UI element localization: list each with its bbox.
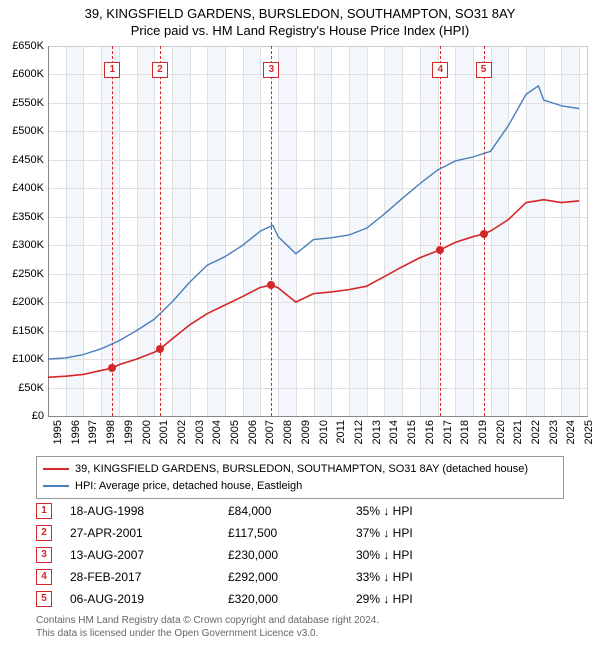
sale-marker-index: 4 <box>432 62 448 78</box>
x-tick-label: 2023 <box>548 420 560 444</box>
y-tick-label: £650K <box>0 40 44 52</box>
x-tick-label: 2022 <box>530 420 542 444</box>
sales-row-date: 28-FEB-2017 <box>70 570 210 584</box>
x-tick-label: 2018 <box>459 420 471 444</box>
x-tick-label: 1998 <box>105 420 117 444</box>
sales-row-index: 1 <box>36 503 52 519</box>
x-tick-label: 2005 <box>229 420 241 444</box>
y-tick-label: £600K <box>0 68 44 80</box>
x-tick-label: 1995 <box>52 420 64 444</box>
y-tick-label: £550K <box>0 97 44 109</box>
x-axis-line <box>48 416 588 417</box>
y-tick-label: £350K <box>0 211 44 223</box>
sales-row-delta: 29% ↓ HPI <box>356 592 466 606</box>
sales-row: 1 18-AUG-1998 £84,000 35% ↓ HPI <box>36 500 564 522</box>
legend-label-property: 39, KINGSFIELD GARDENS, BURSLEDON, SOUTH… <box>75 461 528 478</box>
x-tick-label: 2020 <box>495 420 507 444</box>
sale-marker-index: 5 <box>476 62 492 78</box>
x-tick-label: 2008 <box>282 420 294 444</box>
legend-swatch-hpi <box>43 485 69 487</box>
x-tick-label: 1996 <box>70 420 82 444</box>
x-tick-label: 2021 <box>512 420 524 444</box>
sale-marker-index: 3 <box>263 62 279 78</box>
sales-row-date: 18-AUG-1998 <box>70 504 210 518</box>
x-tick-label: 2007 <box>264 420 276 444</box>
legend-label-hpi: HPI: Average price, detached house, East… <box>75 478 302 495</box>
sales-row: 4 28-FEB-2017 £292,000 33% ↓ HPI <box>36 566 564 588</box>
y-tick-label: £300K <box>0 239 44 251</box>
x-tick-label: 2017 <box>442 420 454 444</box>
x-tick-label: 2016 <box>424 420 436 444</box>
sales-row-price: £84,000 <box>228 504 338 518</box>
sale-marker-index: 1 <box>104 62 120 78</box>
chart-title-block: 39, KINGSFIELD GARDENS, BURSLEDON, SOUTH… <box>0 0 600 40</box>
x-tick-label: 2004 <box>211 420 223 444</box>
sales-row-delta: 35% ↓ HPI <box>356 504 466 518</box>
x-tick-label: 1999 <box>123 420 135 444</box>
y-tick-label: £200K <box>0 296 44 308</box>
sales-row-price: £292,000 <box>228 570 338 584</box>
x-tick-label: 2002 <box>176 420 188 444</box>
legend-row-property: 39, KINGSFIELD GARDENS, BURSLEDON, SOUTH… <box>43 461 557 478</box>
x-tick-label: 2003 <box>194 420 206 444</box>
x-tick-label: 2000 <box>141 420 153 444</box>
sales-row-index: 5 <box>36 591 52 607</box>
sales-row-price: £320,000 <box>228 592 338 606</box>
legend-row-hpi: HPI: Average price, detached house, East… <box>43 478 557 495</box>
x-tick-label: 2024 <box>565 420 577 444</box>
y-tick-label: £50K <box>0 382 44 394</box>
sales-row-date: 06-AUG-2019 <box>70 592 210 606</box>
sale-marker-index: 2 <box>152 62 168 78</box>
x-tick-label: 2012 <box>353 420 365 444</box>
x-tick-label: 2011 <box>335 420 347 444</box>
sales-row-delta: 33% ↓ HPI <box>356 570 466 584</box>
sales-row-date: 13-AUG-2007 <box>70 548 210 562</box>
y-tick-label: £500K <box>0 125 44 137</box>
x-tick-label: 1997 <box>87 420 99 444</box>
sales-row-date: 27-APR-2001 <box>70 526 210 540</box>
sales-table: 1 18-AUG-1998 £84,000 35% ↓ HPI 2 27-APR-2001… <box>36 500 564 610</box>
legend-swatch-property <box>43 468 69 470</box>
chart-svg <box>48 46 588 416</box>
sales-row-index: 3 <box>36 547 52 563</box>
sales-row-delta: 30% ↓ HPI <box>356 548 466 562</box>
legend: 39, KINGSFIELD GARDENS, BURSLEDON, SOUTH… <box>36 456 564 499</box>
y-tick-label: £150K <box>0 325 44 337</box>
sales-row-price: £230,000 <box>228 548 338 562</box>
sales-row: 5 06-AUG-2019 £320,000 29% ↓ HPI <box>36 588 564 610</box>
sale-marker-dot <box>108 364 116 372</box>
chart-title-line1: 39, KINGSFIELD GARDENS, BURSLEDON, SOUTH… <box>0 6 600 23</box>
series-property-line <box>48 200 579 378</box>
x-tick-label: 2025 <box>583 420 595 444</box>
chart-title-line2: Price paid vs. HM Land Registry's House … <box>0 23 600 40</box>
sales-row-price: £117,500 <box>228 526 338 540</box>
footer-line1: Contains HM Land Registry data © Crown c… <box>36 614 564 627</box>
x-tick-label: 2015 <box>406 420 418 444</box>
sales-row-index: 4 <box>36 569 52 585</box>
sales-row: 3 13-AUG-2007 £230,000 30% ↓ HPI <box>36 544 564 566</box>
x-tick-label: 2010 <box>318 420 330 444</box>
page-root: { "title_line1": "39, KINGSFIELD GARDENS… <box>0 0 600 650</box>
sale-marker-dot <box>480 230 488 238</box>
footer: Contains HM Land Registry data © Crown c… <box>36 614 564 640</box>
sale-marker-dot <box>436 246 444 254</box>
series-hpi-line <box>48 86 579 359</box>
sales-row: 2 27-APR-2001 £117,500 37% ↓ HPI <box>36 522 564 544</box>
y-tick-label: £0 <box>0 410 44 422</box>
y-tick-label: £250K <box>0 268 44 280</box>
sales-row-index: 2 <box>36 525 52 541</box>
sales-row-delta: 37% ↓ HPI <box>356 526 466 540</box>
x-tick-label: 2014 <box>388 420 400 444</box>
x-tick-label: 2001 <box>158 420 170 444</box>
x-tick-label: 2009 <box>300 420 312 444</box>
sale-marker-dot <box>156 345 164 353</box>
y-tick-label: £450K <box>0 154 44 166</box>
y-tick-label: £400K <box>0 182 44 194</box>
sale-marker-dot <box>267 281 275 289</box>
x-tick-label: 2019 <box>477 420 489 444</box>
footer-line2: This data is licensed under the Open Gov… <box>36 627 564 640</box>
x-tick-label: 2006 <box>247 420 259 444</box>
x-tick-label: 2013 <box>371 420 383 444</box>
y-tick-label: £100K <box>0 353 44 365</box>
